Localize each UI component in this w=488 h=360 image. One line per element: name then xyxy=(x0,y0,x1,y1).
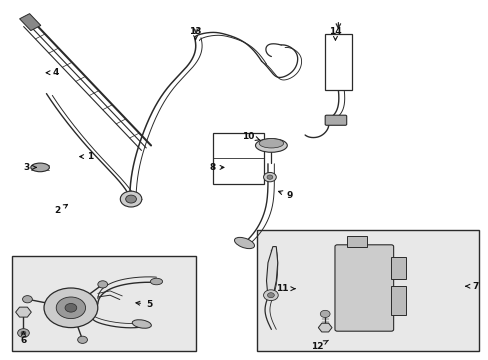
Text: 6: 6 xyxy=(20,332,26,345)
Bar xyxy=(325,34,351,90)
Ellipse shape xyxy=(132,320,151,328)
FancyBboxPatch shape xyxy=(334,245,393,331)
Circle shape xyxy=(98,281,107,288)
Text: 14: 14 xyxy=(328,27,341,40)
Text: 8: 8 xyxy=(209,163,224,172)
Circle shape xyxy=(263,172,276,182)
Circle shape xyxy=(44,288,98,328)
Circle shape xyxy=(56,297,85,319)
Text: 11: 11 xyxy=(276,284,294,293)
Text: 5: 5 xyxy=(136,300,152,309)
Ellipse shape xyxy=(31,163,49,172)
Bar xyxy=(20,14,41,31)
Text: 2: 2 xyxy=(55,204,67,215)
Text: 4: 4 xyxy=(46,68,60,77)
Bar xyxy=(390,257,405,279)
Ellipse shape xyxy=(255,139,287,152)
FancyBboxPatch shape xyxy=(325,115,346,125)
Polygon shape xyxy=(266,247,277,297)
Text: 10: 10 xyxy=(242,132,260,140)
Text: 13: 13 xyxy=(189,27,202,40)
Text: 12: 12 xyxy=(310,340,328,351)
Circle shape xyxy=(18,329,29,337)
Circle shape xyxy=(120,191,142,207)
Bar xyxy=(346,236,366,247)
Circle shape xyxy=(263,290,278,301)
Ellipse shape xyxy=(259,139,283,148)
Ellipse shape xyxy=(234,237,254,249)
Text: 9: 9 xyxy=(278,191,292,199)
Text: 7: 7 xyxy=(465,282,478,291)
Circle shape xyxy=(78,336,87,343)
Circle shape xyxy=(65,303,77,312)
Circle shape xyxy=(21,331,26,335)
Bar xyxy=(212,133,264,184)
Circle shape xyxy=(320,310,329,318)
Text: 1: 1 xyxy=(80,152,93,161)
Bar xyxy=(390,286,405,315)
Bar xyxy=(256,230,478,351)
Circle shape xyxy=(266,175,272,179)
Circle shape xyxy=(125,195,136,203)
Text: 3: 3 xyxy=(24,163,36,172)
Circle shape xyxy=(22,296,32,303)
Ellipse shape xyxy=(150,278,162,285)
Circle shape xyxy=(267,293,274,298)
Bar xyxy=(12,256,195,351)
